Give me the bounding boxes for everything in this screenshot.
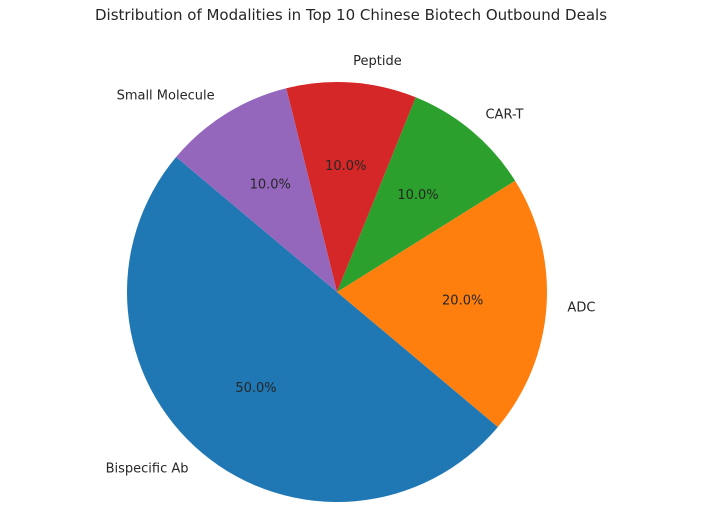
pie-slice-small-molecule [176, 88, 337, 292]
chart-title: Distribution of Modalities in Top 10 Chi… [94, 6, 608, 24]
pct-label: 10.0% [250, 178, 291, 193]
pie-slice-car-t [337, 97, 516, 293]
slice-label: CAR-T [485, 108, 523, 123]
pct-label: 20.0% [442, 293, 483, 308]
pct-label: 10.0% [325, 159, 366, 174]
pct-label: 10.0% [397, 188, 438, 203]
slice-label: Bispecific Ab [106, 461, 189, 476]
slice-label: Peptide [353, 54, 402, 69]
slice-label: Small Molecule [117, 89, 215, 104]
pct-label: 50.0% [235, 381, 276, 396]
pie-slice-adc [337, 180, 547, 427]
pie-slice-bispecific-ab [127, 157, 498, 503]
pie-slice-peptide [286, 82, 416, 292]
slice-label: ADC [567, 301, 595, 316]
